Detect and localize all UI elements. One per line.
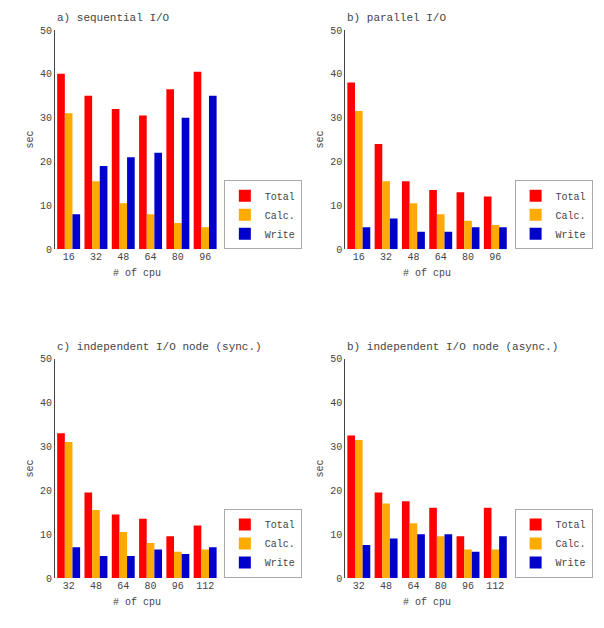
svg-text:Total: Total [556,520,586,531]
svg-text:96: 96 [199,252,211,263]
svg-text:Write: Write [265,558,295,569]
svg-text:Calc.: Calc. [556,211,586,222]
svg-text:20: 20 [330,157,342,168]
svg-text:Write: Write [556,230,586,241]
svg-text:64: 64 [145,252,157,263]
svg-text:sec: sec [315,131,326,149]
svg-text:b) independent I/O node (async: b) independent I/O node (async.) [347,341,558,353]
svg-text:30: 30 [330,113,342,124]
svg-text:112: 112 [196,581,214,592]
svg-text:50: 50 [330,26,342,37]
svg-text:20: 20 [330,486,342,497]
svg-text:0: 0 [46,245,52,256]
svg-text:30: 30 [40,113,52,124]
svg-text:32: 32 [353,581,365,592]
svg-text:64: 64 [435,252,447,263]
svg-text:48: 48 [90,581,102,592]
svg-text:32: 32 [380,252,392,263]
svg-text:Calc.: Calc. [265,211,295,222]
svg-text:32: 32 [63,581,75,592]
svg-text:96: 96 [172,581,184,592]
svg-text:48: 48 [117,252,129,263]
svg-text:a) sequential I/O: a) sequential I/O [57,12,170,24]
svg-text:16: 16 [353,252,365,263]
svg-text:0: 0 [336,574,342,585]
svg-text:16: 16 [63,252,75,263]
svg-text:Write: Write [265,230,295,241]
svg-text:10: 10 [330,201,342,212]
svg-text:20: 20 [40,157,52,168]
svg-text:50: 50 [330,354,342,365]
svg-text:48: 48 [407,252,419,263]
svg-text:80: 80 [172,252,184,263]
svg-text:20: 20 [40,486,52,497]
svg-text:30: 30 [330,442,342,453]
svg-text:0: 0 [46,574,52,585]
svg-text:30: 30 [40,442,52,453]
svg-text:Write: Write [556,558,586,569]
svg-text:# of cpu: # of cpu [403,597,451,608]
svg-text:48: 48 [380,581,392,592]
svg-text:# of cpu: # of cpu [113,268,161,279]
svg-text:# of cpu: # of cpu [113,597,161,608]
svg-text:sec: sec [25,131,36,149]
svg-text:Calc.: Calc. [265,539,295,550]
svg-text:10: 10 [40,530,52,541]
svg-text:96: 96 [489,252,501,263]
svg-text:sec: sec [25,459,36,477]
svg-text:80: 80 [462,252,474,263]
svg-text:c) independent I/O node (sync.: c) independent I/O node (sync.) [57,341,262,353]
svg-text:Total: Total [265,520,295,531]
svg-text:b) parallel I/O: b) parallel I/O [347,12,446,24]
svg-text:40: 40 [40,398,52,409]
svg-text:10: 10 [330,530,342,541]
svg-text:40: 40 [40,69,52,80]
svg-text:64: 64 [117,581,129,592]
svg-text:Total: Total [556,192,586,203]
svg-text:0: 0 [336,245,342,256]
svg-text:80: 80 [145,581,157,592]
svg-text:32: 32 [90,252,102,263]
svg-text:40: 40 [330,398,342,409]
svg-text:96: 96 [462,581,474,592]
svg-text:10: 10 [40,201,52,212]
svg-text:# of cpu: # of cpu [403,268,451,279]
svg-text:50: 50 [40,354,52,365]
svg-text:64: 64 [407,581,419,592]
svg-text:50: 50 [40,26,52,37]
svg-text:sec: sec [315,459,326,477]
svg-text:112: 112 [486,581,504,592]
svg-text:80: 80 [435,581,447,592]
svg-text:40: 40 [330,69,342,80]
svg-text:Calc.: Calc. [556,539,586,550]
svg-text:Total: Total [265,192,295,203]
